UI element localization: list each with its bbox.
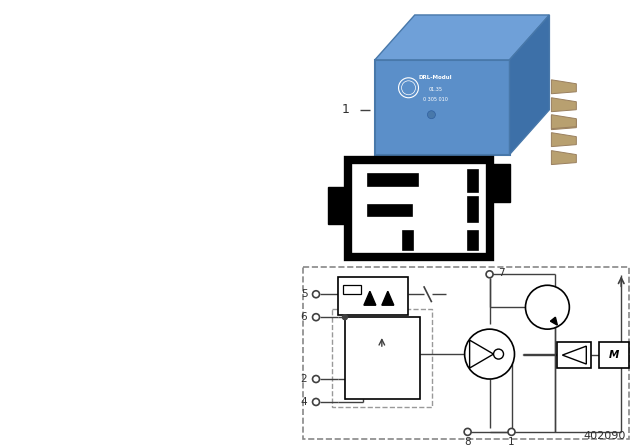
Circle shape: [508, 428, 515, 435]
Bar: [428, 18, 429, 28]
Bar: [447, 18, 449, 28]
Text: 8: 8: [464, 437, 471, 447]
Text: 4: 4: [301, 397, 307, 407]
Text: 1: 1: [342, 103, 350, 116]
Text: 2: 2: [363, 166, 369, 176]
Polygon shape: [552, 116, 577, 129]
Bar: [468, 232, 477, 250]
Polygon shape: [552, 98, 577, 112]
Bar: [456, 18, 458, 28]
Text: 7: 7: [498, 268, 505, 278]
Bar: [375, 60, 509, 155]
Bar: [345, 317, 420, 399]
Text: DRL-Modul: DRL-Modul: [419, 75, 452, 80]
Circle shape: [312, 398, 319, 405]
Bar: [463, 18, 465, 28]
Bar: [468, 169, 477, 191]
Text: 5: 5: [360, 198, 367, 208]
Text: 2: 2: [301, 374, 307, 384]
Text: 1: 1: [508, 437, 515, 447]
Bar: [440, 18, 441, 28]
Polygon shape: [364, 291, 376, 305]
Bar: [488, 164, 509, 202]
Circle shape: [428, 111, 435, 119]
Circle shape: [312, 375, 319, 383]
Bar: [332, 309, 432, 407]
Bar: [436, 18, 437, 28]
Text: 8: 8: [399, 224, 406, 234]
Circle shape: [312, 314, 319, 321]
Bar: [368, 173, 418, 185]
Polygon shape: [552, 80, 577, 94]
Bar: [403, 232, 413, 250]
Bar: [420, 18, 422, 28]
Text: 6: 6: [301, 312, 307, 322]
Text: 1: 1: [470, 164, 477, 175]
Text: 5: 5: [301, 289, 307, 299]
Polygon shape: [552, 133, 577, 146]
Bar: [348, 159, 490, 257]
Bar: [432, 18, 434, 28]
Text: 01.35: 01.35: [428, 87, 442, 92]
Circle shape: [486, 271, 493, 278]
Text: 6: 6: [335, 204, 341, 215]
Text: 0 305 010: 0 305 010: [423, 97, 448, 102]
Bar: [444, 18, 446, 28]
Polygon shape: [382, 291, 394, 305]
Polygon shape: [552, 151, 577, 164]
Polygon shape: [509, 15, 549, 155]
Circle shape: [493, 349, 504, 359]
Bar: [452, 18, 453, 28]
Bar: [328, 187, 350, 224]
Text: 4: 4: [470, 198, 477, 208]
Text: 7: 7: [470, 224, 477, 234]
Polygon shape: [375, 15, 549, 60]
Bar: [338, 277, 408, 315]
Circle shape: [525, 285, 570, 329]
Circle shape: [342, 314, 348, 320]
Polygon shape: [552, 115, 577, 129]
Bar: [303, 267, 629, 439]
Text: M: M: [609, 350, 620, 360]
Bar: [557, 342, 591, 368]
Circle shape: [312, 291, 319, 298]
Circle shape: [464, 428, 471, 435]
Text: 402090: 402090: [584, 431, 626, 441]
Bar: [424, 18, 425, 28]
Circle shape: [465, 329, 515, 379]
Polygon shape: [550, 317, 557, 325]
Bar: [468, 198, 477, 222]
Bar: [599, 342, 629, 368]
Bar: [343, 285, 361, 294]
Bar: [368, 206, 412, 216]
Bar: [460, 18, 461, 28]
